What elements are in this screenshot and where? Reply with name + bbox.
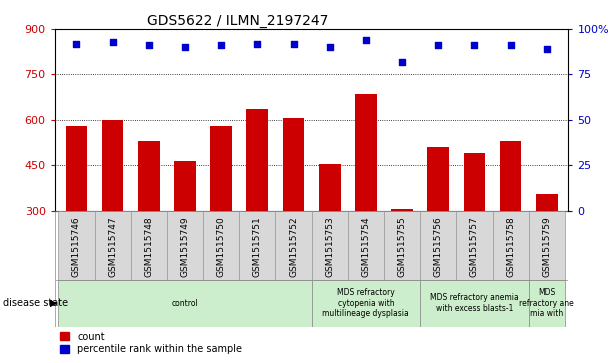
Point <box>469 42 479 48</box>
Bar <box>138 141 160 211</box>
Bar <box>283 118 305 211</box>
Bar <box>420 280 529 327</box>
Text: GSM1515758: GSM1515758 <box>506 216 515 277</box>
Text: GSM1515752: GSM1515752 <box>289 216 298 277</box>
Bar <box>275 211 311 280</box>
Text: GSM1515751: GSM1515751 <box>253 216 262 277</box>
Point <box>397 59 407 65</box>
Bar <box>384 211 420 280</box>
Text: disease state: disease state <box>3 298 68 308</box>
Bar <box>355 94 377 211</box>
Bar <box>311 280 420 327</box>
Bar <box>58 211 94 280</box>
Text: MDS refractory
cytopenia with
multilineage dysplasia: MDS refractory cytopenia with multilinea… <box>322 288 409 318</box>
Bar <box>420 211 457 280</box>
Bar <box>427 147 449 211</box>
Legend: count, percentile rank within the sample: count, percentile rank within the sample <box>60 331 242 355</box>
Bar <box>529 211 565 280</box>
Point <box>434 42 443 48</box>
Point <box>72 41 81 46</box>
Bar <box>457 211 492 280</box>
Bar <box>536 194 558 211</box>
Bar <box>529 280 565 327</box>
Bar <box>203 211 239 280</box>
Point <box>289 41 299 46</box>
Point <box>216 42 226 48</box>
Point <box>144 42 154 48</box>
Bar <box>167 211 203 280</box>
Bar <box>131 211 167 280</box>
Point <box>361 37 371 43</box>
Bar <box>174 160 196 211</box>
Text: GDS5622 / ILMN_2197247: GDS5622 / ILMN_2197247 <box>147 14 328 28</box>
Point <box>180 44 190 50</box>
Text: GSM1515747: GSM1515747 <box>108 216 117 277</box>
Text: GSM1515754: GSM1515754 <box>361 216 370 277</box>
Bar <box>210 126 232 211</box>
Point <box>542 46 551 52</box>
Bar <box>311 211 348 280</box>
Text: GSM1515749: GSM1515749 <box>181 216 190 277</box>
Text: GSM1515746: GSM1515746 <box>72 216 81 277</box>
Bar <box>348 211 384 280</box>
Bar <box>391 209 413 211</box>
Text: GSM1515750: GSM1515750 <box>216 216 226 277</box>
Point <box>252 41 262 46</box>
Bar <box>94 211 131 280</box>
Bar <box>319 164 340 211</box>
Text: control: control <box>171 299 198 307</box>
Text: GSM1515759: GSM1515759 <box>542 216 551 277</box>
Text: GSM1515755: GSM1515755 <box>398 216 407 277</box>
Bar <box>492 211 529 280</box>
Point <box>506 42 516 48</box>
Bar <box>463 153 485 211</box>
Text: GSM1515757: GSM1515757 <box>470 216 479 277</box>
Bar <box>246 109 268 211</box>
Bar <box>66 126 88 211</box>
Text: MDS
refractory ane
mia with: MDS refractory ane mia with <box>519 288 574 318</box>
Bar <box>102 120 123 211</box>
Bar <box>239 211 275 280</box>
Text: GSM1515756: GSM1515756 <box>434 216 443 277</box>
Text: ▶: ▶ <box>50 298 58 308</box>
Point <box>108 39 117 45</box>
Point <box>325 44 334 50</box>
Text: GSM1515748: GSM1515748 <box>144 216 153 277</box>
Text: GSM1515753: GSM1515753 <box>325 216 334 277</box>
Bar <box>500 141 522 211</box>
Text: MDS refractory anemia
with excess blasts-1: MDS refractory anemia with excess blasts… <box>430 293 519 313</box>
Bar <box>58 280 311 327</box>
